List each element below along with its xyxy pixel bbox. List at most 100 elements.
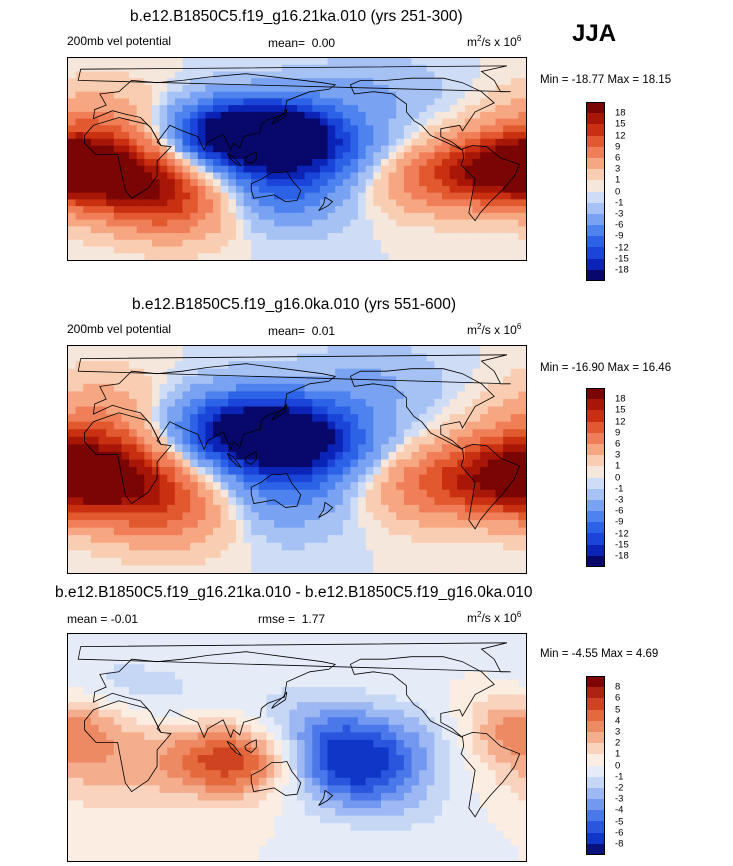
field-cell	[503, 664, 512, 673]
field-cell	[281, 253, 290, 260]
field-cell	[503, 383, 512, 392]
field-cell	[98, 762, 107, 771]
min-label: Min =	[540, 362, 569, 374]
field-cell	[449, 694, 458, 703]
field-cell	[518, 383, 526, 392]
field-cell	[312, 459, 321, 468]
field-cell	[213, 535, 222, 544]
field-cell	[129, 391, 138, 400]
field-cell	[426, 634, 435, 643]
field-cell	[518, 550, 526, 559]
field-cell	[174, 785, 184, 794]
field-cell	[434, 656, 443, 665]
field-cell	[426, 391, 435, 400]
field-cell	[396, 398, 405, 408]
field-cell	[342, 504, 352, 514]
field-cell	[220, 732, 229, 741]
field-cell	[182, 414, 191, 423]
field-cell	[518, 368, 526, 377]
panel-1-map	[67, 57, 527, 261]
field-cell	[274, 694, 283, 703]
field-cell	[335, 777, 344, 786]
field-cell	[426, 459, 435, 468]
field-cell	[167, 159, 176, 167]
field-cell	[258, 71, 268, 79]
field-cell	[121, 467, 130, 476]
field-cell	[518, 398, 526, 408]
field-cell	[411, 152, 420, 160]
field-cell	[495, 391, 504, 400]
field-cell	[457, 78, 466, 86]
field-cell	[487, 226, 497, 234]
colorbar-swatch	[586, 191, 605, 203]
field-cell	[228, 467, 237, 476]
field-cell	[159, 91, 168, 99]
field-cell	[373, 671, 382, 680]
field-cell	[442, 755, 451, 764]
field-cell	[83, 138, 92, 147]
field-cell	[182, 118, 191, 126]
field-cell	[174, 212, 184, 221]
field-cell	[190, 383, 199, 392]
field-cell	[335, 520, 344, 529]
field-cell	[419, 451, 428, 461]
field-cell	[281, 702, 290, 711]
field-cell	[121, 192, 130, 200]
field-cell	[174, 118, 184, 126]
field-cell	[106, 762, 115, 771]
field-cell	[174, 755, 184, 764]
field-cell	[503, 91, 512, 99]
field-cell	[510, 78, 519, 86]
field-cell	[151, 84, 161, 93]
field-cell	[518, 253, 526, 260]
field-cell	[487, 98, 497, 106]
field-cell	[457, 118, 466, 126]
field-cell	[403, 78, 413, 86]
field-cell	[449, 467, 458, 476]
field-cell	[113, 732, 123, 741]
field-cell	[297, 702, 306, 711]
field-cell	[518, 212, 526, 221]
field-cell	[419, 159, 428, 167]
field-cell	[510, 679, 519, 688]
field-cell	[472, 451, 481, 461]
field-cell	[213, 444, 222, 453]
field-cell	[213, 165, 222, 174]
field-cell	[205, 777, 214, 786]
field-cell	[258, 185, 268, 194]
field-cell	[380, 206, 390, 214]
field-cell	[304, 444, 313, 453]
field-cell	[373, 641, 382, 650]
field-cell	[396, 353, 405, 362]
field-cell	[411, 105, 420, 113]
field-cell	[197, 152, 206, 160]
field-cell	[373, 71, 382, 79]
field-cell	[411, 656, 420, 665]
field-cell	[365, 421, 374, 430]
field-cell	[411, 78, 420, 86]
field-cell	[136, 770, 145, 779]
field-cell	[434, 717, 443, 726]
field-cell	[136, 777, 145, 786]
field-cell	[83, 199, 92, 207]
field-cell	[190, 709, 199, 718]
field-cell	[365, 467, 374, 476]
field-cell	[464, 444, 474, 453]
field-cell	[480, 489, 489, 498]
field-cell	[480, 179, 489, 187]
field-cell	[442, 489, 451, 498]
field-cell	[304, 451, 313, 461]
field-cell	[327, 762, 336, 771]
field-cell	[365, 732, 374, 741]
field-cell	[266, 246, 275, 254]
field-cell	[113, 671, 123, 680]
field-cell	[388, 391, 397, 400]
field-cell	[434, 353, 443, 362]
field-cell	[411, 724, 420, 733]
field-cell	[98, 398, 107, 408]
field-cell	[342, 159, 352, 167]
field-cell	[472, 664, 481, 673]
field-cell	[274, 550, 283, 559]
field-cell	[312, 724, 321, 733]
field-cell	[121, 777, 130, 786]
